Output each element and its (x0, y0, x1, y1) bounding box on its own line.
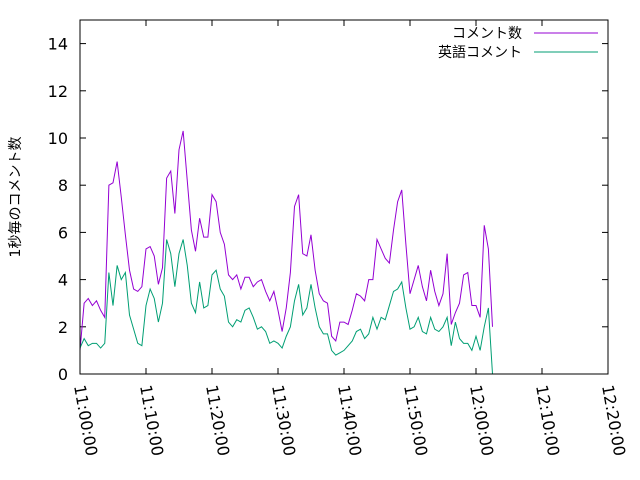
series-line-0 (79, 130, 493, 351)
series-line-1 (79, 239, 493, 375)
x-tick-label: 11:40:00 (334, 383, 365, 457)
y-axis-label: 1秒毎のコメント数 (8, 137, 24, 258)
y-tick-label: 4 (58, 271, 68, 290)
y-tick-label: 12 (48, 82, 68, 101)
x-tick-label: 12:00:00 (466, 383, 497, 457)
x-tick-label: 11:10:00 (136, 383, 167, 457)
y-tick-label: 8 (58, 176, 68, 195)
y-tick-label: 14 (48, 35, 68, 54)
x-tick-label: 11:30:00 (268, 383, 299, 457)
y-tick-label: 2 (58, 318, 68, 337)
plot-frame (79, 19, 609, 375)
y-tick-label: 6 (58, 223, 68, 242)
x-axis-ticks: 11:00:00 11:10:00 11:20:00 11:30:00 11:40:00… (70, 20, 629, 457)
series-layer (79, 130, 493, 375)
legend-label: 英語コメント (438, 44, 522, 61)
legend-label: コメント数 (452, 26, 522, 42)
x-tick-label: 11:20:00 (202, 383, 233, 457)
x-tick-label: 11:50:00 (400, 383, 431, 457)
y-tick-label: 0 (58, 365, 68, 384)
y-axis-ticks: 0 2 4 6 8 10 12 14 (48, 35, 608, 384)
x-tick-label: 12:20:00 (598, 383, 629, 457)
y-tick-label: 10 (48, 129, 68, 148)
x-tick-label: 11:00:00 (70, 383, 101, 457)
x-tick-label: 12:10:00 (532, 383, 563, 457)
